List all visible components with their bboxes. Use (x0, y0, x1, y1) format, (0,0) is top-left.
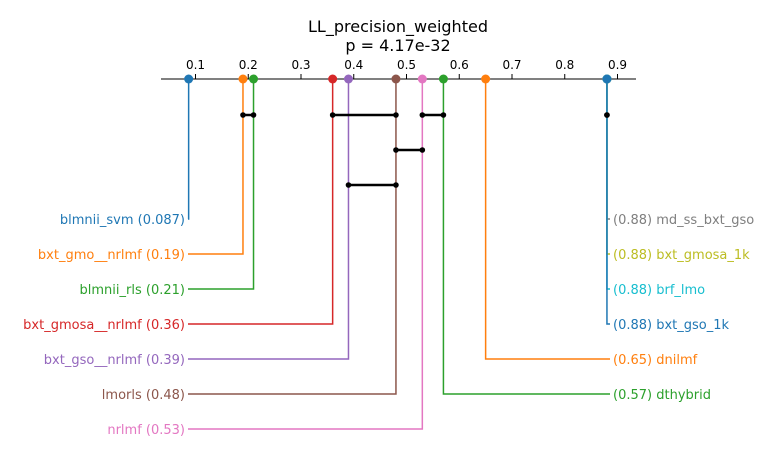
method-label-bxt_gmosa__nrlmf: bxt_gmosa__nrlmf (0.36) (23, 318, 185, 333)
clique-end-dot (419, 147, 426, 153)
clique-end-dot (440, 112, 447, 118)
method-value: (0.53) (146, 423, 185, 438)
method-name: brf_lmo (656, 283, 705, 298)
method-connector-lmorls (188, 79, 397, 395)
clique-end-dot (250, 112, 257, 118)
method-name: bxt_gso__nrlmf (44, 353, 142, 368)
method-value: (0.88) (613, 213, 652, 228)
method-name: bxt_gmosa__nrlmf (23, 318, 142, 333)
method-value: (0.19) (146, 248, 185, 263)
axis-tick-label: 0.1 (186, 58, 205, 72)
method-marker-dnilmf (481, 74, 491, 84)
method-value: (0.39) (146, 353, 185, 368)
method-value: (0.65) (613, 353, 652, 368)
axis-tick-label: 0.7 (502, 58, 521, 72)
method-value: (0.88) (613, 283, 652, 298)
method-labels: blmnii_svm (0.087)bxt_gmo__nrlmf (0.19)b… (23, 213, 754, 438)
method-label-lmorls: lmorls (0.48) (102, 388, 185, 403)
method-connector-bxt_gmosa__nrlmf (188, 79, 334, 325)
clique-end-dot (393, 182, 399, 188)
chart-title: LL_precision_weighted (308, 17, 488, 37)
method-label-dthybrid: (0.57) dthybrid (613, 388, 711, 403)
method-connector-dthybrid (442, 79, 610, 395)
method-marker-lmorls (391, 74, 401, 84)
method-connector-dnilmf (484, 79, 610, 360)
clique-end-dot (345, 182, 352, 188)
clique-end-dot (604, 112, 610, 118)
method-label-dnilmf: (0.65) dnilmf (613, 353, 698, 368)
axis-ticks: 0.1 0.2 0.3 0.4 0.5 0.6 0.7 0.8 0.9 (186, 58, 627, 79)
method-value: (0.88) (613, 248, 652, 263)
axis-tick-label: 0.6 (450, 58, 469, 72)
method-connector-bxt_gso__nrlmf (188, 79, 350, 360)
chart-subtitle: p = 4.17e-32 (345, 36, 450, 55)
method-marker-dthybrid (438, 74, 448, 84)
method-name: nrlmf (107, 423, 142, 438)
method-value: (0.087) (138, 213, 185, 228)
method-label-md_ss_bxt_gso: (0.88) md_ss_bxt_gso (613, 213, 754, 228)
method-name: blmnii_svm (60, 213, 134, 228)
method-name: lmorls (102, 388, 142, 403)
axis-tick-label: 0.8 (555, 58, 574, 72)
method-marker-nrlmf (417, 74, 427, 84)
method-name: bxt_gmo__nrlmf (38, 248, 142, 263)
method-label-blmnii_rls: blmnii_rls (0.21) (80, 283, 185, 298)
axis-tick-label: 0.5 (397, 58, 416, 72)
clique-end-dot (329, 112, 336, 118)
axis-tick-label: 0.4 (344, 58, 363, 72)
clique-bars (240, 112, 610, 188)
method-value: (0.88) (613, 318, 652, 333)
method-marker-bxt_gmosa__nrlmf (328, 74, 338, 84)
method-marker-bxt_gso__nrlmf (343, 74, 353, 84)
method-value: (0.36) (146, 318, 185, 333)
method-label-nrlmf: nrlmf (0.53) (107, 423, 185, 438)
method-marker-blmnii_rls (249, 74, 259, 84)
method-connector-blmnii_rls (188, 79, 255, 290)
method-label-brf_lmo: (0.88) brf_lmo (613, 283, 705, 298)
method-name: dnilmf (656, 353, 697, 368)
axis-tick-label: 0.2 (239, 58, 258, 72)
method-name: bxt_gso_1k (656, 318, 729, 333)
method-label-bxt_gmosa_1k: (0.88) bxt_gmosa_1k (613, 248, 750, 263)
clique-end-dot (240, 112, 246, 118)
method-value: (0.48) (146, 388, 185, 403)
method-connector-blmnii_svm (187, 79, 190, 220)
method-label-blmnii_svm: blmnii_svm (0.087) (60, 213, 185, 228)
method-connector-bxt_gmo__nrlmf (188, 79, 244, 255)
method-label-bxt_gso__nrlmf: bxt_gso__nrlmf (0.39) (44, 353, 185, 368)
method-connector-bxt_gso_1k (606, 79, 610, 325)
method-name: blmnii_rls (80, 283, 142, 298)
method-marker-blmnii_svm (184, 74, 194, 84)
method-marker-bxt_gmo__nrlmf (238, 74, 248, 84)
axis-tick-label: 0.9 (608, 58, 627, 72)
method-connectors (184, 74, 612, 430)
method-value: (0.21) (146, 283, 185, 298)
method-connector-nrlmf (188, 79, 424, 430)
clique-end-dot (393, 147, 399, 153)
method-marker-bxt_gso_1k (602, 74, 612, 84)
axis-tick-label: 0.3 (291, 58, 310, 72)
method-label-bxt_gso_1k: (0.88) bxt_gso_1k (613, 318, 730, 333)
method-name: md_ss_bxt_gso (656, 213, 754, 228)
method-name: dthybrid (656, 388, 711, 403)
method-value: (0.57) (613, 388, 652, 403)
clique-end-dot (393, 112, 399, 118)
method-label-bxt_gmo__nrlmf: bxt_gmo__nrlmf (0.19) (38, 248, 185, 263)
clique-end-dot (419, 112, 426, 118)
method-name: bxt_gmosa_1k (656, 248, 750, 263)
